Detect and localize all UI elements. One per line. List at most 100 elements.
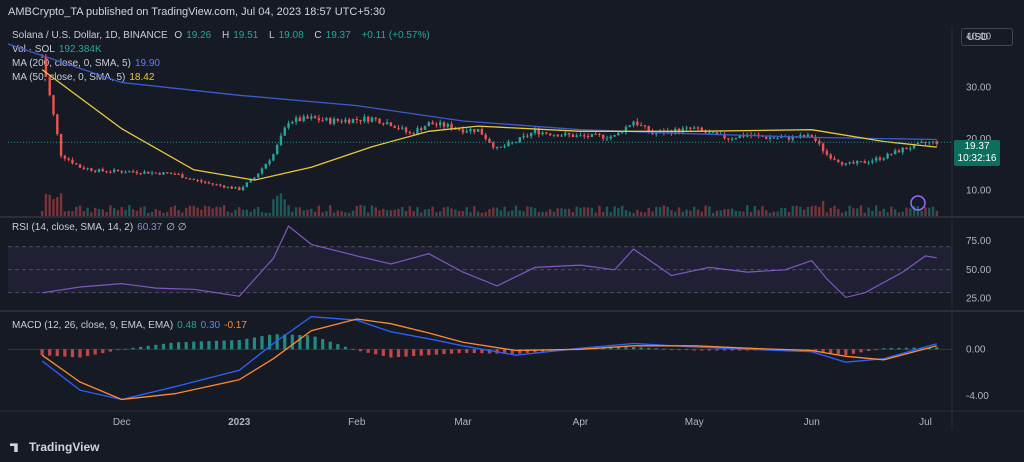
candle-body (438, 122, 442, 126)
volume-bar (363, 205, 366, 216)
volume-bar (143, 206, 146, 216)
volume-bar (674, 211, 677, 216)
candle-body (283, 127, 286, 136)
candle-body (526, 135, 529, 137)
volume-bar (893, 209, 897, 216)
macd-hist-bar (404, 349, 408, 357)
candle-body (882, 158, 885, 160)
volume-bar (355, 206, 358, 216)
volume-bar (484, 212, 487, 216)
candle-body (310, 116, 313, 119)
candle-body (928, 142, 931, 144)
candle-body (378, 118, 381, 124)
volume-bar (909, 208, 912, 216)
volume-legend[interactable]: Vol · SOL 192.384K (12, 44, 102, 55)
volume-bar (450, 208, 453, 216)
volume-bar (222, 205, 226, 216)
candle-body (878, 157, 882, 160)
volume-bar (658, 207, 662, 216)
macd-hist-bar (267, 334, 272, 350)
volume-bar (294, 207, 298, 216)
candle-body (245, 182, 249, 187)
candle-body (507, 142, 510, 147)
macd-hist-bar (677, 349, 681, 351)
volume-bar (655, 206, 658, 216)
candle-body (738, 135, 741, 139)
macd-hist-bar (844, 349, 848, 356)
volume-bar (765, 210, 768, 216)
signal-line (41, 318, 937, 401)
volume-bar (40, 211, 44, 216)
volume-bar (590, 207, 594, 216)
candle-body (135, 171, 139, 174)
volume-bar (529, 206, 533, 216)
ma200-legend[interactable]: MA (200, close, 0, SMA, 5) 19.90 (12, 58, 160, 69)
candle-body (143, 171, 146, 174)
symbol-title[interactable]: Solana / U.S. Dollar, 1D, BINANCE (12, 30, 168, 41)
volume-bar (734, 210, 738, 216)
macd-hist-bar (639, 347, 643, 350)
macd-hist-bar (374, 349, 378, 355)
candle-body (829, 154, 832, 159)
volume-bar (628, 211, 631, 216)
candle-body (446, 124, 449, 127)
volume-bar (340, 211, 343, 216)
candle-body (768, 137, 772, 139)
candle-body (302, 116, 305, 122)
volume-bar (514, 205, 518, 216)
volume-bar (878, 211, 882, 216)
macd-hist-bar (101, 349, 105, 354)
volume-bar (188, 205, 192, 216)
macd-hist-bar (889, 348, 893, 350)
candle-body (727, 138, 730, 140)
volume-bar (260, 212, 264, 216)
candle-body (332, 118, 336, 124)
macd-hist-bar (86, 349, 90, 357)
y-tick-label: 10.00 (966, 185, 991, 196)
candle-body (124, 172, 127, 174)
macd-hist-bar (647, 347, 651, 350)
volume-bar (317, 205, 321, 216)
candle-body (598, 133, 601, 135)
volume-bar (219, 207, 222, 216)
bar-countdown: 10:32:16 (957, 153, 997, 164)
candle-body (556, 134, 559, 137)
rsi-legend[interactable]: RSI (14, close, SMA, 14, 2) 60.37 ∅ ∅ (12, 222, 187, 233)
price-change: +0.11 (+0.57%) (361, 30, 430, 41)
macd-legend[interactable]: MACD (12, 26, close, 9, EMA, EMA) 0.48 0.3… (12, 320, 247, 331)
candle-body (499, 146, 503, 148)
volume-bar (837, 208, 840, 216)
candle-body (711, 132, 715, 134)
macd-hist-bar (472, 349, 476, 354)
candle-body (935, 141, 939, 145)
candle-body (67, 158, 70, 160)
volume-bar (825, 212, 829, 216)
volume-bar (776, 211, 779, 216)
candle-body (336, 118, 340, 121)
candle-body (188, 178, 192, 180)
candle-body (594, 133, 597, 135)
macd-hist-bar (184, 341, 188, 350)
candle-body (867, 162, 870, 164)
volume-bar (586, 207, 590, 216)
y-tick-label: 40.00 (966, 31, 991, 42)
volume-bar (420, 212, 423, 216)
macd-hist-bar (442, 349, 446, 355)
currency-selector[interactable]: USD (961, 28, 1013, 46)
macd-hist-bar (419, 349, 423, 356)
candle-body (359, 119, 362, 122)
volume-bar (738, 211, 741, 216)
candle-body (590, 133, 594, 137)
volume-bar (374, 207, 377, 216)
volume-bar (370, 205, 374, 216)
candle-body (128, 171, 131, 173)
volume-bar (86, 207, 89, 216)
macd-hist-bar (146, 345, 150, 350)
volume-bar (245, 209, 249, 216)
candle-body (473, 128, 476, 132)
ma50-legend[interactable]: MA (50, close, 0, SMA, 5) 18.42 (12, 72, 155, 83)
macd-hist-bar (275, 334, 279, 350)
publisher-header: AMBCrypto_TA published on TradingView.co… (8, 6, 386, 18)
macd-hist-bar (510, 349, 514, 354)
volume-bar (90, 212, 93, 216)
